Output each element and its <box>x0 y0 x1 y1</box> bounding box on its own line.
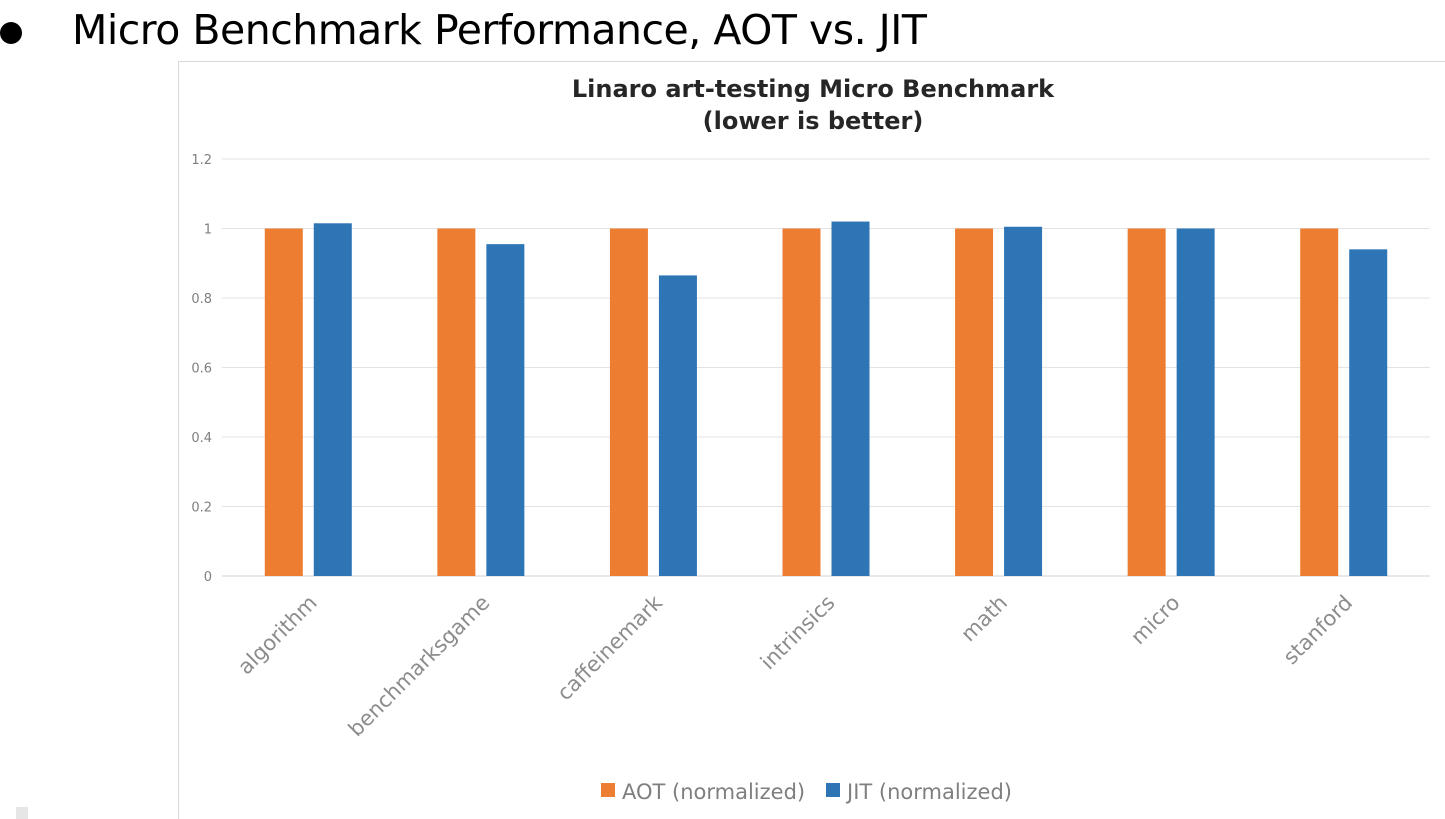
bar-aot-algorithm <box>264 228 303 576</box>
slide-heading: Micro Benchmark Performance, AOT vs. JIT <box>0 4 1200 56</box>
y-tick-label: 0 <box>204 570 212 585</box>
y-tick-label: 0.6 <box>191 362 212 377</box>
bar-jit-intrinsics <box>831 221 870 577</box>
bullet-icon <box>0 22 22 44</box>
legend: AOT (normalized) JIT (normalized) <box>601 780 1012 804</box>
legend-label: JIT (normalized) <box>845 780 1012 804</box>
x-tick-label: math <box>956 591 1012 647</box>
chart-title: Linaro art-testing Micro Benchmark <box>572 75 1055 103</box>
bar-jit-benchmarksgame <box>486 244 525 576</box>
legend-label: AOT (normalized) <box>622 780 805 804</box>
chart-subtitle: (lower is better) <box>703 107 924 135</box>
x-tick-label: micro <box>1126 591 1185 650</box>
corner-mark <box>16 807 28 819</box>
legend-swatch <box>601 783 615 797</box>
bars <box>264 221 1388 577</box>
y-tick-label: 0.8 <box>191 292 212 307</box>
bar-aot-math <box>955 228 994 576</box>
y-tick-label: 0.4 <box>191 431 212 446</box>
x-tick-label: benchmarksgame <box>344 591 495 742</box>
bar-aot-caffeinemark <box>609 228 648 576</box>
x-tick-label: caffeinemark <box>552 590 667 705</box>
y-axis-ticks: 0 0.2 0.4 0.6 0.8 1 1.2 <box>191 153 212 585</box>
bar-jit-algorithm <box>313 223 352 576</box>
legend-swatch <box>826 783 840 797</box>
bar-jit-micro <box>1176 228 1215 576</box>
x-tick-label: algorithm <box>233 591 322 680</box>
bar-jit-math <box>1004 226 1043 576</box>
bar-jit-stanford <box>1349 249 1388 576</box>
bar-aot-micro <box>1127 228 1166 576</box>
y-tick-label: 1.2 <box>191 153 212 168</box>
y-tick-label: 0.2 <box>191 501 212 516</box>
slide-title: Micro Benchmark Performance, AOT vs. JIT <box>72 6 927 54</box>
x-axis-labels: algorithm benchmarksgame caffeinemark intri… <box>233 590 1357 741</box>
x-tick-label: intrinsics <box>756 591 840 675</box>
x-tick-label: stanford <box>1279 591 1358 670</box>
bar-aot-stanford <box>1300 228 1339 576</box>
bar-aot-benchmarksgame <box>437 228 476 576</box>
y-tick-label: 1 <box>204 223 212 238</box>
bar-jit-caffeinemark <box>658 275 697 576</box>
gridlines <box>222 158 1430 577</box>
bar-aot-intrinsics <box>782 228 821 576</box>
